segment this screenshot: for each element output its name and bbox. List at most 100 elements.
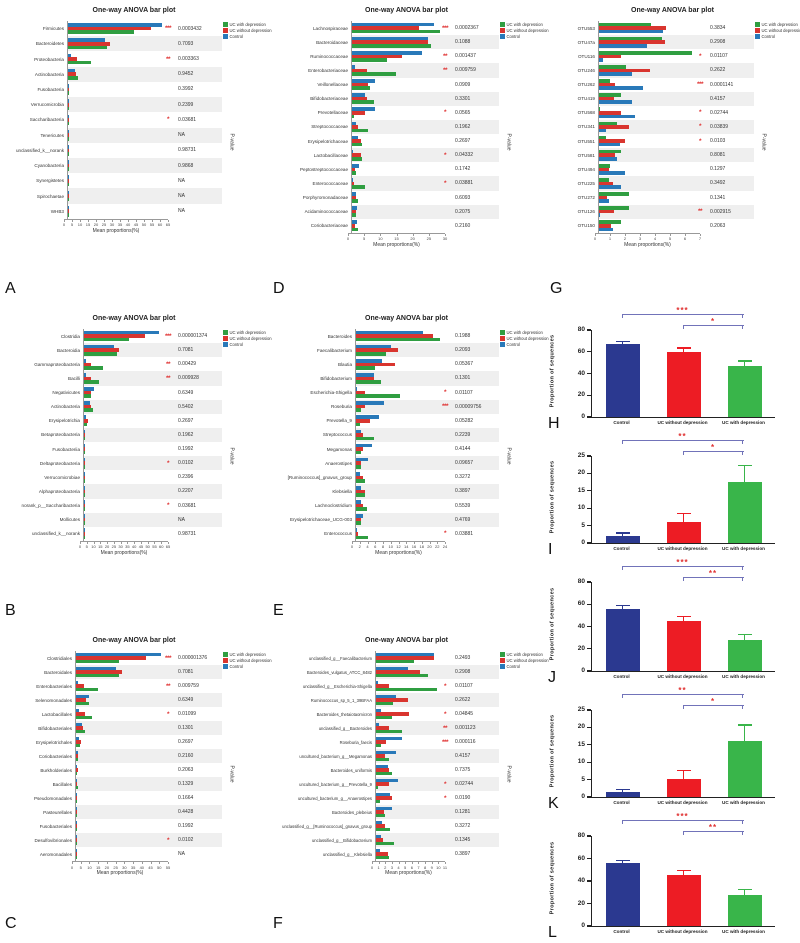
x-tick [98,862,100,864]
row-band: * 0.03681 [83,498,222,513]
bar-control [352,192,357,196]
x-tick-label: 0 [78,544,82,550]
x-tick-label: 20 [427,544,432,550]
taxon-row: Bacteroides 0.1988 [270,329,499,344]
taxon-label: Pseudomonadales [33,795,72,801]
bar-0 [605,344,640,417]
taxon-label: Prevotella_9 [326,418,352,424]
row-band: 0.1345 [375,833,499,847]
sig-marker [695,176,705,190]
taxon-label: Spirochaetae [36,193,64,199]
bar-control [68,38,105,43]
legend-swatch [500,658,505,663]
x-tick [625,233,626,236]
p-value: 0.5402 [178,403,194,410]
legend-swatch [223,330,228,335]
bar-group [376,651,440,665]
bar-group [68,204,163,219]
x-tick [375,541,377,544]
sig-bracket [682,325,744,327]
sig-marker: *** [164,654,172,662]
bar-uc-with-depression [356,408,362,413]
x-tick-label: 35 [117,222,123,228]
plot-rows: Clostridiales *** 0.000001376 Bacteroidales… [2,651,222,861]
bar-0 [605,608,640,671]
taxon-label: Desulfovibrionales [34,837,72,843]
error-bar-cap [676,513,691,515]
row-band: 0.1962 [351,119,499,134]
bar-2 [727,894,762,926]
legend-label: UC without depression [229,658,272,663]
taxon-row: Bacteroides_vulgatus_ATCC_8482 0.2908 [270,665,499,679]
error-bar-stem [682,348,685,353]
taxon-row: OTU272 0.1341 [547,190,754,205]
taxon-label: Bifidobacteriaceae [310,96,348,102]
row-band: 0.3834 [598,21,754,36]
taxon-label: Bifidobacteriales [38,725,72,731]
bar-control [599,156,617,161]
y-tick-label: 20 [577,723,585,731]
taxon-row: OTU419 0.4157 [547,91,754,106]
legend-label: Control [506,664,521,669]
bar-group [352,78,440,92]
x-tick-label: 2 [358,544,361,550]
x-tick [80,219,81,222]
bar-uc-with-depression [376,701,394,706]
x-tick-label: 5 [404,864,407,870]
y-tick [587,394,591,396]
bar-uc-without-depression [599,111,621,115]
sig-bracket-end [742,831,744,835]
y-axis-title-wrap: Proportion of sequences [547,704,557,797]
bar-0 [605,536,640,543]
taxon-label: Bacillales [52,781,72,787]
taxon-label: Lactobacillaceae [313,152,348,158]
bar-control [376,722,379,727]
sig-marker [440,819,450,833]
sig-stars: *** [676,557,689,567]
error-bar-stem [743,466,746,483]
x-tick [383,541,384,544]
bar-control [599,171,626,175]
x-tick-label: 9 [430,864,433,870]
sig-marker [440,847,450,861]
row-band: 0.4144 [355,442,499,457]
y-tick-label: 60 [577,600,585,608]
bar-uc-with-depression [356,337,440,342]
bar-group [376,847,440,861]
p-value-axis-title: P-value [228,765,235,783]
bar-uc-without-depression [84,376,92,381]
bar-group [352,106,440,120]
p-value: 0.0909 [455,81,471,88]
panel-letter: J [548,669,556,686]
x-axis: 0 5 10 15 20 25 30 35 40 45 50 55 60 65 [2,540,222,550]
bar-group [599,134,695,148]
legend-item: Control [500,34,544,39]
taxon-label: Bacteroides_thetaiotaomicron [316,711,372,717]
bar-group [84,414,163,428]
taxon-row: Bacillales 0.1329 [2,777,222,791]
x-tick-label: 22 [435,544,440,550]
legend-item: Control [500,342,544,347]
bar-uc-with-depression [76,729,86,734]
bar-control [599,142,620,147]
taxon-label: Bacteroidales [44,669,72,675]
x-tick-label: 25 [426,236,432,242]
x-tick-label: 20 [410,236,415,242]
sig-marker [440,162,450,176]
bar-control [356,344,391,349]
sig-marker: ** [442,52,448,60]
bar-uc-with-depression [599,121,617,126]
bar-uc-with-depression [356,535,369,540]
x-tick [152,219,153,222]
plot-area [591,456,775,544]
error-bar-stem [682,514,685,523]
row-band: ** 0.009759 [75,679,222,693]
sig-marker [440,749,450,763]
taxon-label: OTU116 [577,53,595,59]
legend-label: UC with depression [506,330,543,335]
chart-title: One-way ANOVA bar plot [365,315,448,322]
legend-item: UC with depression [755,22,799,27]
column-left: One-way ANOVA bar plot Firmicutes *** 0.000… [0,0,272,943]
x-tick-label: 45 [133,222,139,228]
taxon-row: unclassified_g__[Ruminococcus]_gnavus_gr… [270,819,499,833]
